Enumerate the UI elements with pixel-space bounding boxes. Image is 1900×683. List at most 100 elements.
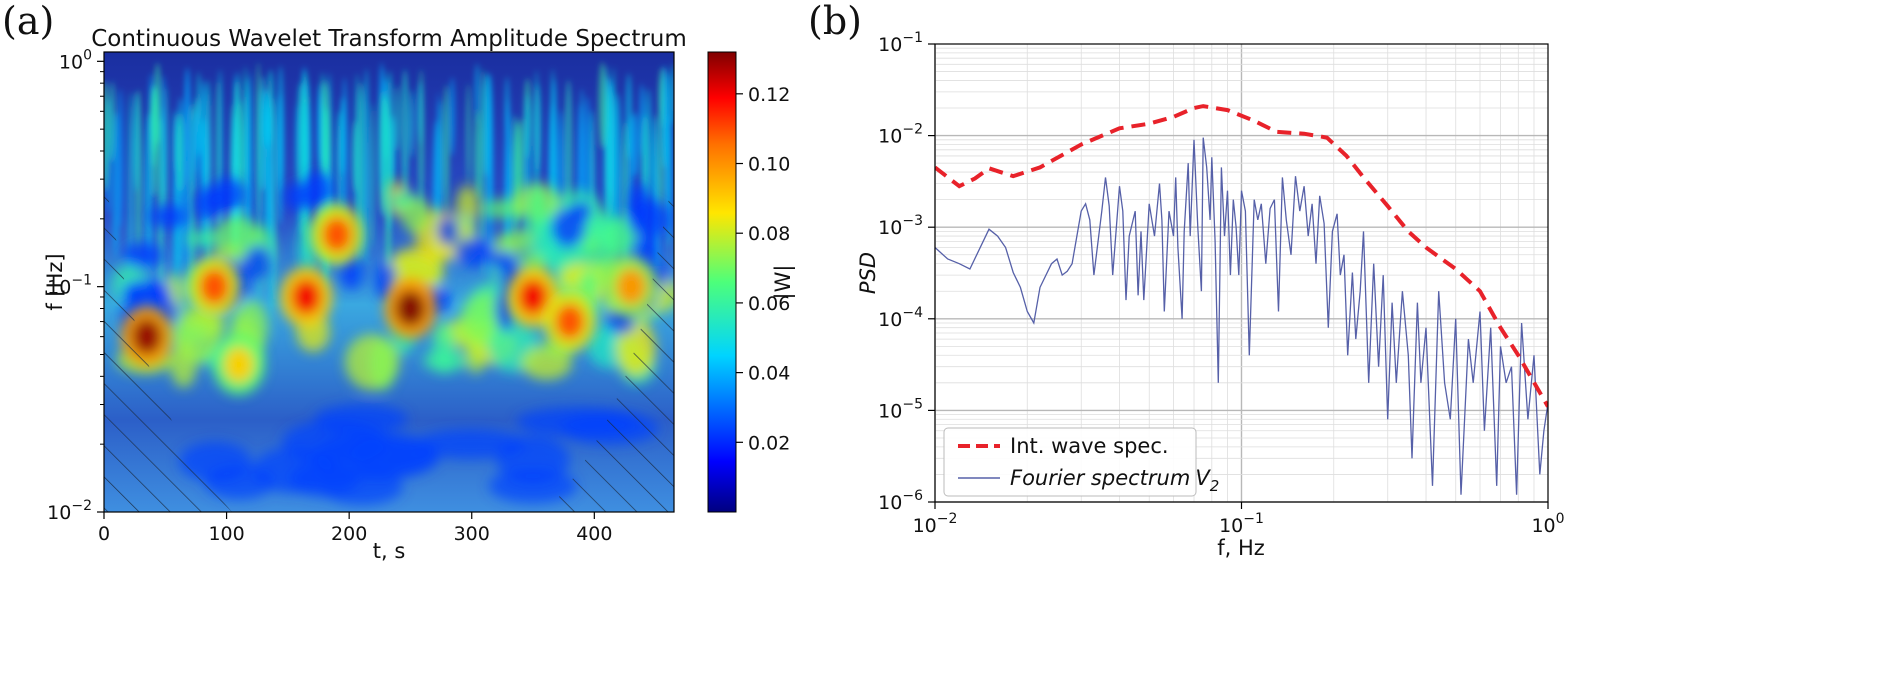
spectrum-trough <box>570 201 593 222</box>
b-ytick-label-2-base: 10 <box>878 309 902 331</box>
colorbar <box>707 51 737 513</box>
colorbar-label: |W| <box>771 265 796 300</box>
a-ytick-label-0: 10−2 <box>47 498 92 524</box>
spectrum-trough <box>124 280 167 301</box>
spectrum-trough <box>122 242 163 269</box>
spectrum-spike <box>104 80 109 192</box>
spectrum-spike <box>266 94 273 254</box>
hotspot-core-6 <box>223 346 254 383</box>
legend-fourier-v: V <box>1195 466 1211 490</box>
b-xtick-label-1-exp: −1 <box>1243 511 1264 527</box>
spectrum-spike <box>191 110 199 193</box>
hotspot-core-4 <box>395 290 426 327</box>
hotspot-core-5 <box>518 278 549 315</box>
cbar-tick-label-3: 0.08 <box>748 223 790 245</box>
spectrum-spike <box>357 82 366 261</box>
spectrum-spike <box>128 91 133 275</box>
heatmap-frame <box>103 51 675 513</box>
hotspot-core-3 <box>321 216 352 253</box>
spectrum-trough <box>436 216 460 247</box>
a-ytick-label-2-base: 10 <box>59 51 83 73</box>
a-xtick-label-1: 100 <box>208 523 244 545</box>
b-xtick-label-1: 10−1 <box>1219 511 1264 537</box>
legend: Int. wave spec. Fourier spectrum V2 <box>943 427 1219 497</box>
panel-b-label: (b) <box>808 0 862 43</box>
cbar-tick-label-2: 0.06 <box>748 293 790 315</box>
a-ytick-label-0-base: 10 <box>47 502 71 524</box>
b-ytick-label-2-exp: −4 <box>902 305 923 321</box>
b-ytick-label-0-base: 10 <box>878 492 902 514</box>
spectrum-spike <box>613 92 622 242</box>
a-ytick-label-2: 100 <box>59 47 92 73</box>
b-ytick-label-3: 10−3 <box>878 213 923 239</box>
spectrum-low-blob <box>282 420 387 464</box>
spectrum-spike <box>608 83 616 251</box>
spectrum-spike <box>400 69 410 197</box>
hotspot-core-2 <box>291 278 322 315</box>
panel-a-title: Continuous Wavelet Transform Amplitude S… <box>91 26 687 52</box>
spectrum-spike <box>378 90 387 216</box>
spectrum-spike <box>625 73 632 161</box>
spectrum-trough <box>284 182 310 211</box>
spectrum-spike <box>660 65 669 168</box>
b-ytick-label-4-exp: −2 <box>902 122 923 138</box>
spectrum-low-blob <box>415 429 525 459</box>
b-ytick-label-4-base: 10 <box>878 126 902 148</box>
a-xtick-label-4: 400 <box>576 523 612 545</box>
spectrum-trough <box>149 204 186 229</box>
spectrum-low-blob <box>204 465 274 500</box>
b-ytick-label-1: 10−5 <box>878 396 923 422</box>
a-ytick-label-1-exp: −1 <box>71 273 92 289</box>
spectrum-blob <box>172 306 224 364</box>
b-xtick-label-2-exp: 0 <box>1556 511 1565 527</box>
b-ytick-label-3-base: 10 <box>878 217 902 239</box>
spectrum-spike <box>473 109 481 201</box>
spectrum-spike <box>321 80 330 181</box>
panel-b-x-axis: 10−2 10−1 10 0 <box>913 502 1565 537</box>
spectrum-spike <box>153 62 162 145</box>
spectrum-blob <box>185 230 220 247</box>
spectrum-spike <box>109 81 116 163</box>
spectrum-spike <box>449 77 456 157</box>
b-xtick-label-1-base: 10 <box>1219 515 1243 537</box>
spectrum-spike <box>176 112 185 192</box>
spectrum-spike <box>466 83 471 187</box>
b-ytick-label-5: 10−1 <box>878 30 923 56</box>
b-ytick-label-1-exp: −5 <box>902 396 923 412</box>
spectrum-blob <box>369 337 397 391</box>
legend-label-fourier: Fourier spectrum V2 <box>1010 466 1219 495</box>
panel-b: (b) 10−2 10−1 100 10−610−510−410−310−210−1… <box>808 0 1565 560</box>
b-xtick-label-0: 10−2 <box>913 511 958 537</box>
spectrum-trough <box>244 244 272 283</box>
a-ytick-label-1: 10−1 <box>47 273 92 299</box>
spectrum-spike <box>480 67 485 275</box>
panel-a-x-axis: 0 100 200 300 400 <box>98 512 612 545</box>
spectrum-trough <box>630 237 660 264</box>
panel-a-label: (a) <box>2 0 54 43</box>
spectrum-spike <box>474 63 480 125</box>
a-ytick-label-2-exp: 0 <box>83 47 92 63</box>
spectrum-spike <box>133 91 140 193</box>
a-xtick-label-3: 300 <box>454 523 490 545</box>
spectrum-spike <box>248 70 253 230</box>
spectrum-spike <box>144 112 153 269</box>
hotspot-core-1 <box>199 268 230 305</box>
colorbar-ticks: 0.02 0.04 0.06 0.08 0.10 0.12 <box>736 84 790 454</box>
b-ytick-label-1-base: 10 <box>878 400 902 422</box>
spectrum-trough <box>340 257 364 290</box>
b-ytick-label-2: 10−4 <box>878 305 923 331</box>
b-ytick-label-0: 10−6 <box>878 488 923 514</box>
spectrum-spike <box>533 82 541 177</box>
spectrum-blob <box>432 321 456 374</box>
spectrum-spike <box>670 63 674 126</box>
spectrum-spike <box>204 79 212 274</box>
b-ytick-label-3-exp: −3 <box>902 213 923 229</box>
spectrum-spike <box>409 89 415 159</box>
panel-a-ylabel: f [Hz] <box>43 253 67 310</box>
a-ytick-label-1-base: 10 <box>47 277 71 299</box>
spectrum-spike <box>183 66 191 283</box>
cbar-tick-label-1: 0.04 <box>748 363 790 385</box>
b-ytick-label-0-exp: −6 <box>902 488 923 504</box>
b-ytick-label-5-base: 10 <box>878 34 902 56</box>
